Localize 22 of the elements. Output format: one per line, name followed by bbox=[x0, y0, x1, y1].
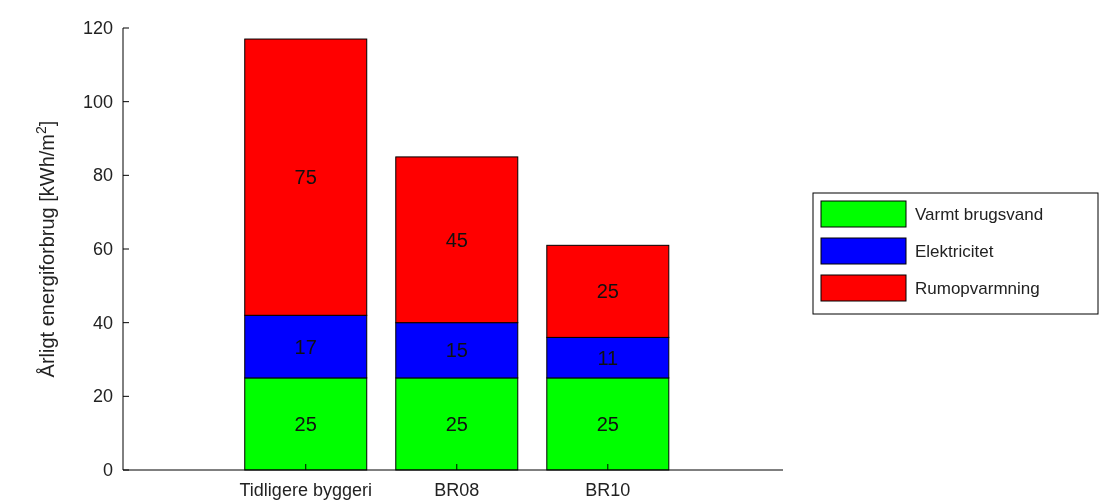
y-tick-label: 60 bbox=[92, 239, 113, 259]
data-label: 25 bbox=[596, 412, 619, 435]
data-label: 15 bbox=[445, 339, 468, 362]
x-tick-label: Tidligere byggeri bbox=[239, 480, 372, 500]
data-label: 25 bbox=[596, 280, 619, 303]
data-label: 45 bbox=[445, 228, 468, 251]
legend-label: Elektricitet bbox=[915, 241, 994, 261]
y-tick-label: 40 bbox=[92, 312, 113, 333]
x-tick-label: BR10 bbox=[585, 480, 631, 500]
y-tick-label: 0 bbox=[102, 460, 113, 480]
data-label: 25 bbox=[445, 412, 468, 435]
y-tick-label: 20 bbox=[92, 386, 113, 407]
data-label: 25 bbox=[294, 412, 317, 435]
data-label: 11 bbox=[597, 346, 619, 369]
y-tick-label: 100 bbox=[82, 91, 113, 112]
y-tick-label: 80 bbox=[92, 165, 113, 186]
data-label: 75 bbox=[294, 166, 317, 189]
legend-label: Varmt brugsvand bbox=[915, 204, 1044, 224]
data-label: 17 bbox=[294, 335, 317, 358]
y-tick-label: 120 bbox=[82, 18, 113, 38]
legend-label: Rumopvarmning bbox=[915, 278, 1040, 298]
x-tick-label: BR08 bbox=[434, 480, 480, 500]
